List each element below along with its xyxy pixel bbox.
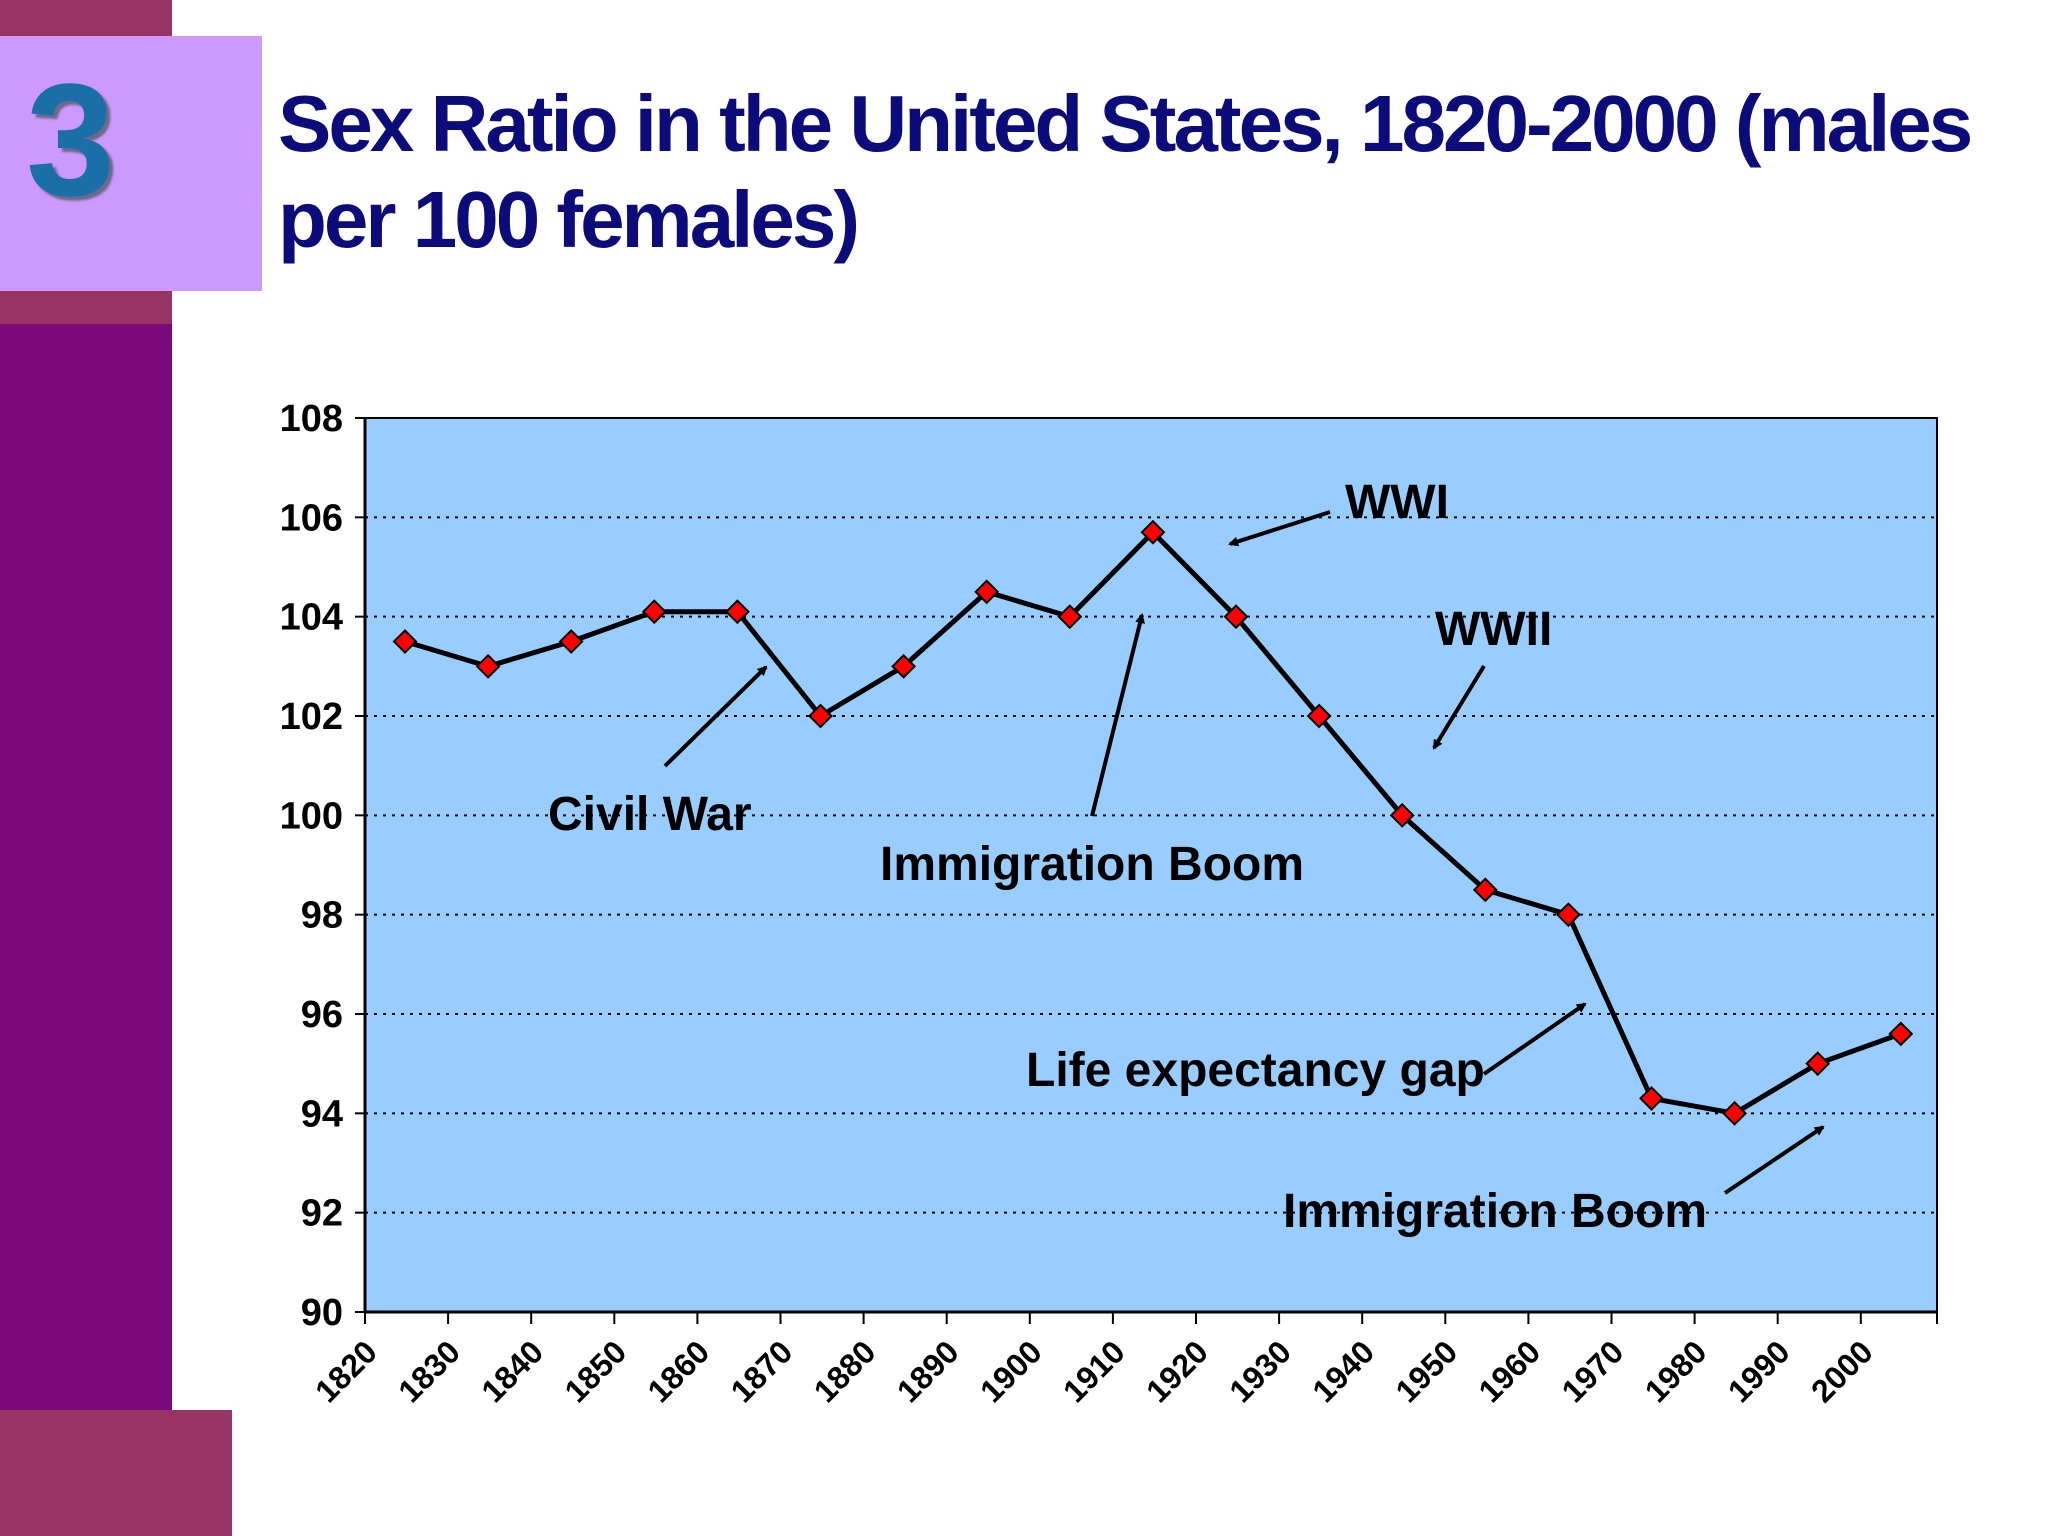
- y-tick-label: 96: [301, 994, 343, 1036]
- slide-number: 3: [26, 50, 115, 229]
- annotation-label: Immigration Boom: [1283, 1185, 1707, 1238]
- chart-title: Sex Ratio in the United States, 1820-200…: [278, 79, 1973, 264]
- annotation-label: WWI: [1345, 476, 1449, 529]
- x-tick-label: 1920: [1139, 1333, 1215, 1409]
- sidebar-accent-middle: [0, 290, 172, 324]
- data-point: [1555, 902, 1581, 928]
- x-tick-label: 1850: [557, 1333, 633, 1409]
- sidebar-accent-bottom: [0, 1410, 232, 1536]
- x-tick-label: 1830: [391, 1333, 467, 1409]
- data-point: [891, 653, 917, 679]
- annotation-arrow: [1482, 1002, 1587, 1076]
- data-point: [1057, 604, 1083, 630]
- slide-number-box: [0, 36, 262, 291]
- y-tick-label: 100: [280, 795, 343, 837]
- annotation-arrow: [1432, 664, 1486, 750]
- x-tick-label: 1820: [308, 1333, 384, 1409]
- annotations-layer: Civil War Immigration Boom WWI WWII Life exp…: [548, 476, 1825, 1238]
- data-point: [1223, 604, 1249, 630]
- x-tick-label: 1930: [1222, 1333, 1298, 1409]
- y-tick-label: 106: [280, 497, 343, 539]
- x-tick-label: 1870: [724, 1333, 800, 1409]
- data-point: [475, 653, 501, 679]
- y-tick-label: 108: [280, 398, 343, 440]
- data-point: [808, 703, 833, 729]
- y-tick-label: 90: [301, 1292, 343, 1334]
- y-axis-ticks: 90 92 94 96 98 100 102 104 106 108: [280, 398, 365, 1334]
- y-tick-label: 102: [280, 696, 343, 738]
- x-axis-ticks: 1820 1830 1840 1850 1860 1870 1880 1890 1900 1910…: [308, 1312, 1938, 1409]
- annotation-label: Immigration Boom: [880, 838, 1304, 891]
- data-point: [1472, 877, 1498, 903]
- plot-area: [364, 417, 1938, 1313]
- annotation-arrow: [1723, 1125, 1825, 1195]
- x-tick-label: 1890: [890, 1333, 966, 1409]
- data-point: [1389, 802, 1415, 828]
- y-tick-label: 92: [301, 1193, 343, 1235]
- y-tick-label: 98: [301, 895, 343, 937]
- axes: [363, 418, 1937, 1314]
- series-layer: [392, 519, 1914, 1126]
- x-tick-label: 1980: [1638, 1333, 1714, 1409]
- x-tick-label: 2000: [1804, 1333, 1880, 1409]
- x-tick-label: 1990: [1721, 1333, 1797, 1409]
- x-tick-label: 1840: [474, 1333, 550, 1409]
- data-point: [1306, 703, 1332, 729]
- annotation-label: WWII: [1435, 603, 1552, 656]
- data-point: [558, 629, 584, 654]
- annotation-arrow: [1228, 510, 1331, 547]
- data-point: [974, 579, 1000, 605]
- x-tick-label: 1950: [1388, 1333, 1464, 1409]
- x-tick-label: 1960: [1472, 1333, 1548, 1409]
- sidebar-accent-top: [0, 0, 172, 36]
- x-tick-label: 1880: [807, 1333, 883, 1409]
- data-point: [724, 599, 750, 625]
- x-tick-label: 1970: [1555, 1333, 1631, 1409]
- data-point: [1888, 1021, 1914, 1047]
- x-tick-label: 1940: [1305, 1333, 1381, 1409]
- x-tick-label: 1900: [973, 1333, 1049, 1409]
- x-tick-label: 1910: [1056, 1333, 1132, 1409]
- y-tick-label: 94: [301, 1093, 343, 1135]
- annotation-label: Life expectancy gap: [1026, 1044, 1485, 1097]
- data-point: [1722, 1100, 1748, 1126]
- data-point: [641, 599, 667, 625]
- annotation-arrow: [663, 665, 768, 768]
- data-point: [1805, 1051, 1831, 1077]
- gridlines: [365, 417, 1937, 1214]
- data-point: [1639, 1086, 1664, 1111]
- x-tick-label: 1860: [641, 1333, 717, 1409]
- data-point: [1140, 519, 1166, 545]
- y-tick-label: 104: [280, 597, 343, 639]
- annotation-arrow: [1090, 613, 1145, 817]
- annotation-label: Civil War: [548, 788, 752, 841]
- data-point: [392, 629, 418, 654]
